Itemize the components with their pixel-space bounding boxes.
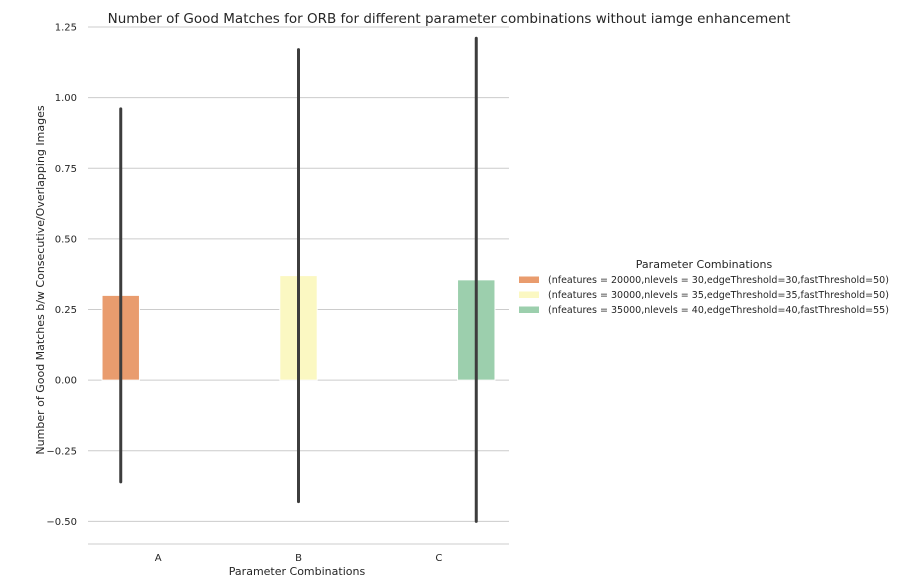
y-tick-label: 1.25	[55, 23, 77, 34]
legend-label: (nfeatures = 30000,nlevels = 35,edgeThre…	[548, 290, 889, 301]
x-tick-label: C	[435, 553, 442, 564]
y-tick-label: 0.25	[55, 305, 77, 316]
x-axis: A B C	[88, 543, 509, 564]
x-axis-label: Parameter Combinations	[229, 565, 366, 576]
y-tick-label: 0.75	[55, 164, 77, 175]
legend-label: (nfeatures = 35000,nlevels = 40,edgeThre…	[548, 305, 889, 316]
y-tick-label: −0.50	[46, 517, 77, 528]
y-tick-label: 1.00	[55, 93, 77, 104]
legend-swatch	[519, 291, 539, 298]
legend: Parameter Combinations (nfeatures = 2000…	[519, 258, 889, 316]
legend-swatch	[519, 276, 539, 283]
y-tick-label: −0.25	[46, 446, 77, 457]
legend-title: Parameter Combinations	[636, 258, 773, 271]
legend-swatch	[519, 306, 539, 313]
legend-label: (nfeatures = 20000,nlevels = 30,edgeThre…	[548, 275, 889, 286]
y-axis-label: Number of Good Matches b/w Consecutive/O…	[34, 105, 47, 454]
y-tick-label: 0.50	[55, 234, 77, 245]
chart-title: Number of Good Matches for ORB for diffe…	[108, 11, 791, 27]
error-bar-layer	[119, 36, 478, 523]
y-tick-label: 0.00	[55, 376, 77, 387]
x-tick-label: B	[295, 553, 302, 564]
x-tick-label: A	[155, 553, 162, 564]
y-axis: 1.25 1.00 0.75 0.50 0.25 0.00 −0.25 −0.50	[46, 23, 77, 528]
